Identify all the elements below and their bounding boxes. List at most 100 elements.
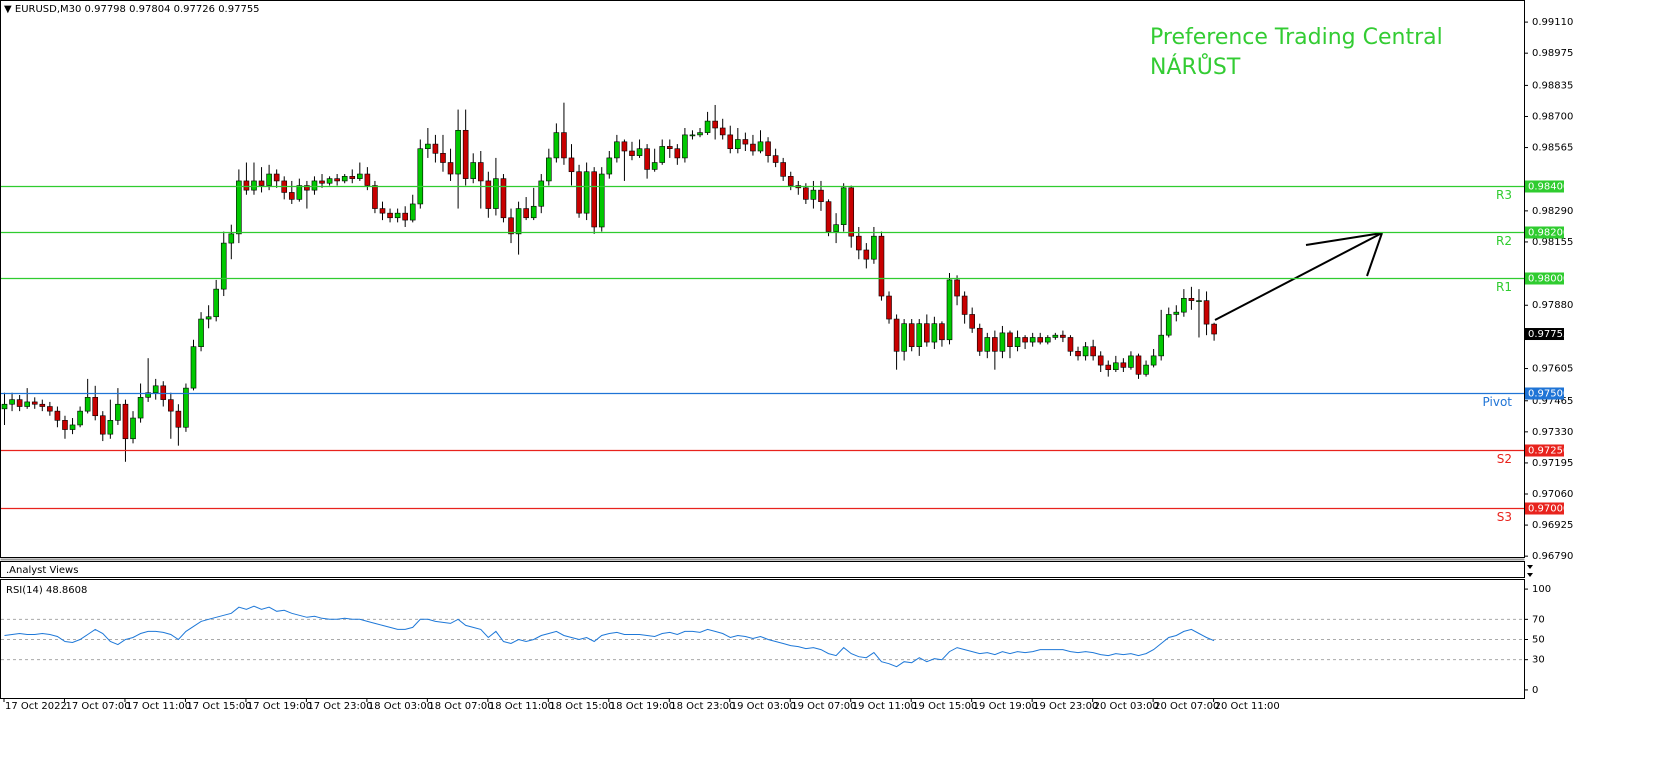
- x-tick-label: 18 Oct 19:00: [610, 701, 675, 712]
- candle-body: [160, 385, 167, 400]
- x-tick-label: 19 Oct 11:00: [852, 701, 917, 712]
- candle-body: [855, 235, 862, 251]
- y-tick-label: 0.97465: [1532, 396, 1573, 407]
- candle-body: [273, 173, 280, 182]
- candle-body: [84, 397, 91, 412]
- x-tick-label: 18 Oct 03:00: [368, 701, 433, 712]
- candle-body: [840, 187, 847, 225]
- candle-body: [1173, 311, 1180, 315]
- y-tick-label: 0.98700: [1532, 111, 1573, 122]
- candle-body: [9, 399, 15, 405]
- level-tag: [1525, 226, 1564, 239]
- candle-body: [16, 399, 23, 407]
- y-tick-label: 0.97195: [1532, 458, 1573, 469]
- candle-body: [871, 235, 877, 260]
- candle-body: [1120, 362, 1127, 368]
- candle-body: [659, 146, 666, 163]
- level-tag: [1525, 444, 1564, 457]
- symbol: EURUSD,M30: [15, 4, 81, 15]
- level-tag-label: 0.97000: [1528, 504, 1569, 515]
- candle-body: [1060, 334, 1066, 338]
- x-tick-label: 17 Oct 07:00: [65, 701, 130, 712]
- candle-body: [1128, 355, 1134, 368]
- candle-body: [780, 162, 786, 177]
- rsi-tick-label: 0: [1532, 685, 1538, 696]
- low: 0.97726: [174, 4, 215, 15]
- level-tag-label: 0.98200: [1528, 228, 1569, 239]
- candle-body: [243, 180, 250, 191]
- y-tick-label: 0.98975: [1532, 48, 1573, 59]
- candle-body: [341, 176, 348, 182]
- y-tick-label: 0.98565: [1532, 143, 1573, 154]
- candle-body: [636, 148, 643, 156]
- y-tick-label: 0.98155: [1532, 237, 1573, 248]
- candle-body: [1067, 337, 1074, 352]
- candle-body: [553, 132, 560, 159]
- candle-body: [485, 180, 492, 209]
- candle-body: [145, 392, 151, 398]
- level-name: Pivot: [1483, 395, 1513, 409]
- candle-body: [409, 203, 416, 221]
- x-tick-label: 19 Oct 07:00: [791, 701, 856, 712]
- y-tick-label: 0.98290: [1532, 206, 1573, 217]
- candle-body: [220, 242, 227, 290]
- candle-body: [387, 212, 393, 219]
- y-tick-label: 0.97880: [1532, 300, 1573, 311]
- level-tag: [1525, 387, 1564, 400]
- candle-body: [1135, 355, 1142, 375]
- candle-body: [916, 323, 923, 347]
- level-tag-label: 0.97250: [1528, 446, 1569, 457]
- candle-body: [689, 134, 696, 137]
- x-tick-label: 19 Oct 03:00: [731, 701, 796, 712]
- annotation: Preference Trading Central: [1150, 25, 1443, 50]
- candle-body: [515, 208, 522, 235]
- candle-body: [984, 337, 991, 352]
- candle-body: [735, 139, 741, 150]
- rsi-frame: [0, 579, 1525, 699]
- candle-body: [266, 173, 272, 186]
- panel-label: .Analyst Views: [6, 565, 78, 576]
- candle-body: [651, 162, 658, 170]
- candle-body: [750, 143, 756, 152]
- level-tag: [1525, 272, 1564, 285]
- x-tick-label: 17 Oct 11:00: [126, 701, 191, 712]
- candle-body: [39, 403, 46, 407]
- y-tick-label: 0.96925: [1532, 520, 1573, 531]
- x-tick-label: 19 Oct 15:00: [912, 701, 977, 712]
- candle-body: [1196, 300, 1202, 302]
- candle-body: [538, 180, 545, 207]
- x-tick-label: 19 Oct 19:00: [973, 701, 1038, 712]
- x-tick-label: 18 Oct 11:00: [489, 701, 554, 712]
- candle-body: [939, 323, 945, 341]
- y-tick-label: 0.97605: [1532, 364, 1573, 375]
- candle-body: [1150, 355, 1157, 366]
- candle-body: [1, 403, 8, 410]
- candle-body: [62, 420, 68, 430]
- candle-body: [311, 180, 318, 191]
- y-tick-label: 0.97060: [1532, 489, 1573, 500]
- level-tag-label: 0.97500: [1528, 389, 1569, 400]
- arrow-head: [1366, 232, 1383, 277]
- candle-body: [152, 385, 159, 394]
- candle-body: [1181, 298, 1187, 313]
- rsi-tick-label: 30: [1532, 655, 1545, 666]
- candle-body: [644, 148, 650, 170]
- candle-body: [417, 148, 424, 205]
- candle-body: [228, 233, 235, 244]
- arrow: [1214, 232, 1383, 321]
- candle-body: [349, 176, 356, 179]
- x-tick-label: 18 Oct 15:00: [549, 701, 614, 712]
- candle-body: [1188, 298, 1195, 301]
- candle-body: [1158, 334, 1164, 357]
- candle-body: [54, 410, 61, 421]
- x-tick-label: 17 Oct 15:00: [186, 701, 251, 712]
- candle-body: [1097, 355, 1104, 366]
- candle-body: [1165, 314, 1172, 336]
- candle-body: [107, 420, 114, 435]
- candle-body: [251, 180, 257, 191]
- candle-body: [946, 279, 953, 341]
- candle-body: [319, 180, 325, 184]
- high: 0.97804: [129, 4, 170, 15]
- candle-body: [493, 178, 499, 209]
